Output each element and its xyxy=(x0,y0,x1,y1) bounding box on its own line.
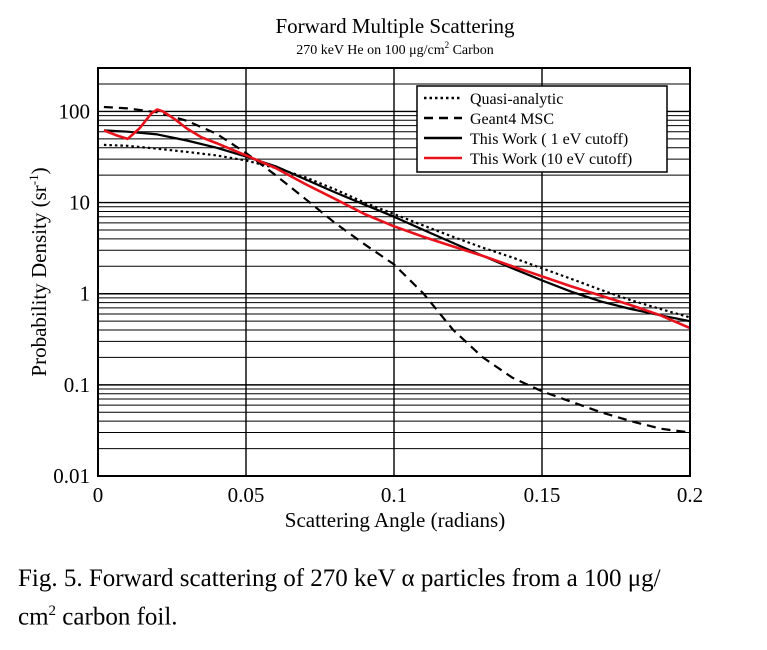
x-tick-label: 0.15 xyxy=(524,483,561,507)
x-tick-label: 0.2 xyxy=(677,483,703,507)
legend: Quasi-analytic Geant4 MSC This Work ( 1 eV… xyxy=(416,85,668,173)
x-tick-label: 0 xyxy=(93,483,104,507)
chart: Forward Multiple Scattering 270 keV He o… xyxy=(26,14,703,532)
series-line-4 xyxy=(103,108,691,330)
chart-title: Forward Multiple Scattering xyxy=(275,14,515,38)
series-lines xyxy=(103,105,691,434)
y-axis-label: Probability Density (sr-1) xyxy=(26,167,51,376)
series-line-2 xyxy=(103,105,691,434)
figure-caption: Fig. 5. Forward scattering of 270 keV α … xyxy=(18,563,758,633)
y-tick-label: 100 xyxy=(59,99,91,123)
y-tick-label: 0.01 xyxy=(53,464,90,488)
series-line-3 xyxy=(103,129,691,323)
x-tick-label: 0.1 xyxy=(381,483,407,507)
y-tick-label: 1 xyxy=(80,282,91,306)
legend-label: This Work ( 1 eV cutoff) xyxy=(470,131,628,148)
caption-unit: cm xyxy=(18,603,49,631)
x-axis-label: Scattering Angle (radians) xyxy=(285,508,505,532)
caption-line-1: Fig. 5. Forward scattering of 270 keV α … xyxy=(18,565,661,592)
legend-label: This Work (10 eV cutoff) xyxy=(470,151,632,168)
chart-subtitle: 270 keV He on 100 μg/cm2 Carbon xyxy=(296,40,494,58)
x-tick-label: 0.05 xyxy=(228,483,265,507)
y-tick-label: 0.1 xyxy=(64,373,90,397)
legend-label: Geant4 MSC xyxy=(470,111,554,128)
y-tick-label: 10 xyxy=(69,191,90,215)
caption-unit-exponent: 2 xyxy=(48,603,57,619)
plot-frame xyxy=(97,67,691,477)
caption-line-2: carbon foil. xyxy=(56,603,178,631)
legend-label: Quasi-analytic xyxy=(470,91,563,108)
axis-ticks: 0 0.05 0.1 0.15 0.2 0.01 0.1 1 10 100 xyxy=(53,99,703,507)
